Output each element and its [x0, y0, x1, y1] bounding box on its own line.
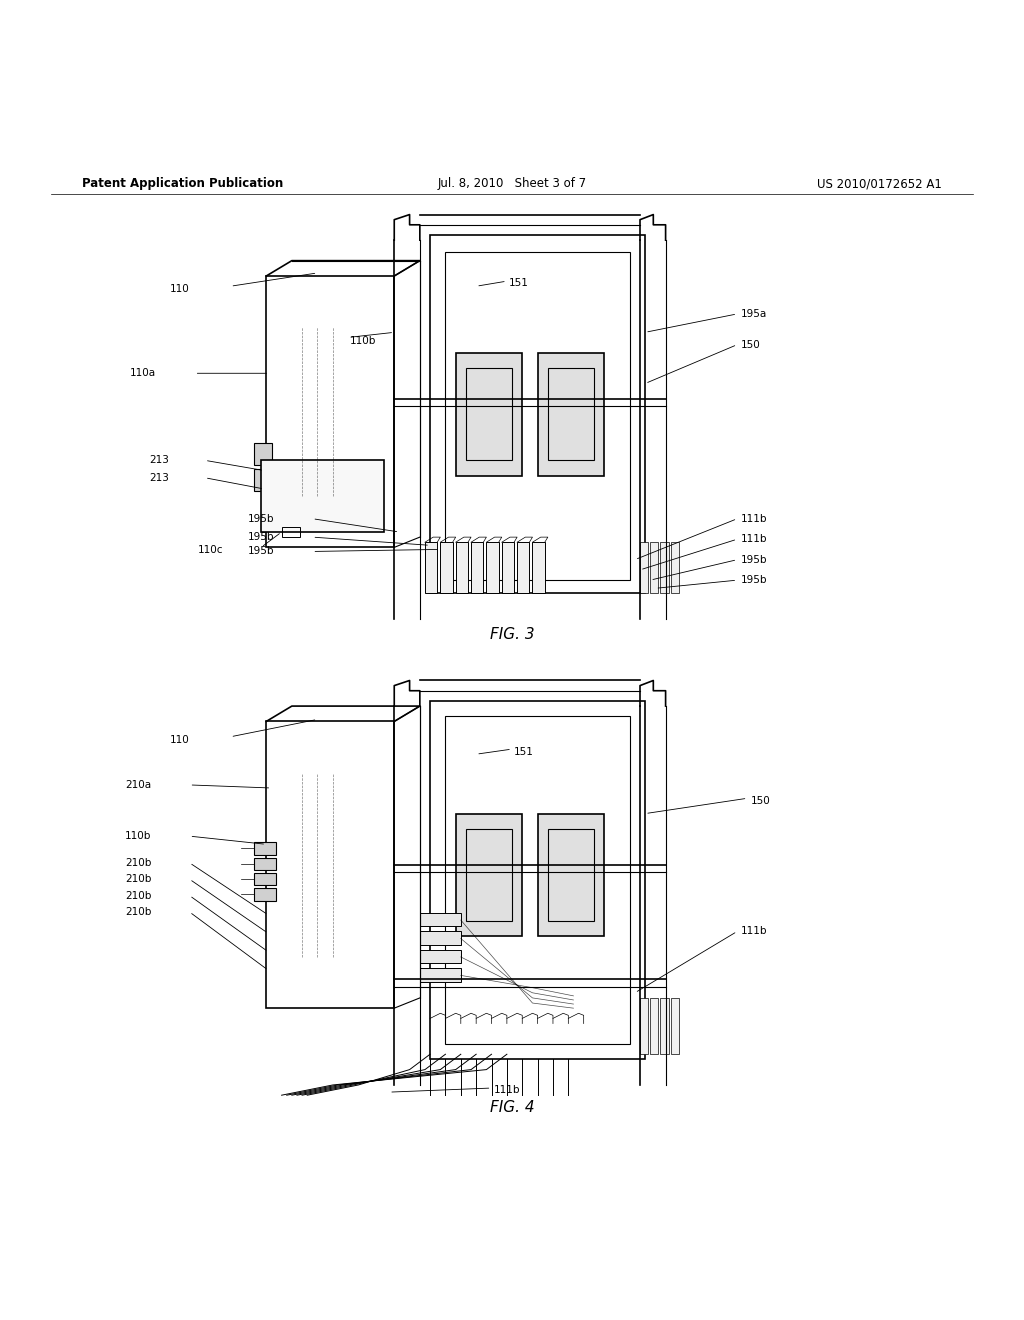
Bar — [266, 722, 394, 1008]
Bar — [282, 527, 300, 537]
Bar — [266, 276, 394, 548]
Text: 195b: 195b — [248, 546, 274, 557]
Text: 210b: 210b — [125, 874, 152, 884]
Text: Patent Application Publication: Patent Application Publication — [82, 177, 284, 190]
Text: 111b: 111b — [740, 927, 767, 936]
Text: 110: 110 — [170, 735, 189, 744]
Bar — [254, 888, 276, 900]
Text: FIG. 3: FIG. 3 — [489, 627, 535, 642]
Bar — [532, 543, 545, 594]
Text: 151: 151 — [514, 747, 534, 758]
Bar — [456, 813, 522, 936]
Text: 111b: 111b — [740, 513, 767, 524]
Bar — [466, 368, 512, 461]
Bar — [425, 543, 437, 594]
Bar — [486, 543, 499, 594]
Bar — [445, 252, 630, 579]
Bar — [538, 813, 604, 936]
Bar — [671, 543, 679, 594]
Text: 110b: 110b — [125, 832, 152, 841]
Bar — [456, 352, 522, 475]
Text: 195b: 195b — [740, 576, 767, 585]
Text: 210b: 210b — [125, 891, 152, 900]
Text: Jul. 8, 2010   Sheet 3 of 7: Jul. 8, 2010 Sheet 3 of 7 — [437, 177, 587, 190]
Text: 195b: 195b — [248, 532, 274, 543]
Text: US 2010/0172652 A1: US 2010/0172652 A1 — [817, 177, 942, 190]
Text: 195b: 195b — [248, 513, 274, 524]
Bar — [517, 543, 529, 594]
Bar — [430, 235, 645, 594]
Bar — [456, 543, 468, 594]
Bar — [254, 444, 272, 466]
Text: 110c: 110c — [198, 545, 223, 556]
Text: 110a: 110a — [129, 368, 156, 379]
Bar — [548, 829, 594, 921]
Bar — [466, 829, 512, 921]
Bar — [502, 543, 514, 594]
Text: 110: 110 — [170, 284, 189, 294]
Bar — [640, 998, 648, 1055]
Text: 150: 150 — [740, 339, 760, 350]
Bar — [254, 873, 276, 886]
Bar — [254, 858, 276, 870]
Text: 213: 213 — [150, 455, 169, 466]
Bar — [254, 469, 272, 491]
Text: 195a: 195a — [740, 309, 767, 319]
Text: 195b: 195b — [740, 554, 767, 565]
Text: 111b: 111b — [740, 535, 767, 544]
Text: 210b: 210b — [125, 907, 152, 917]
Bar — [671, 998, 679, 1055]
Text: FIG. 4: FIG. 4 — [489, 1100, 535, 1115]
Bar — [650, 543, 658, 594]
Bar — [650, 998, 658, 1055]
Text: 111b: 111b — [494, 1085, 520, 1096]
Bar — [445, 717, 630, 1044]
Text: 210a: 210a — [125, 780, 152, 789]
Text: 210b: 210b — [125, 858, 152, 867]
Text: 150: 150 — [751, 796, 770, 807]
Bar — [471, 543, 483, 594]
Bar — [254, 842, 276, 854]
Text: 213: 213 — [150, 473, 169, 483]
Bar — [640, 543, 648, 594]
Bar — [420, 913, 461, 927]
Bar — [660, 543, 669, 594]
Text: 110b: 110b — [350, 335, 377, 346]
Bar — [660, 998, 669, 1055]
Bar — [538, 352, 604, 475]
Bar — [420, 932, 461, 945]
Bar — [430, 701, 645, 1060]
Bar — [440, 543, 453, 594]
Bar — [420, 950, 461, 964]
Bar — [548, 368, 594, 461]
Text: 151: 151 — [509, 279, 528, 288]
Bar — [420, 969, 461, 982]
Bar — [261, 461, 384, 532]
